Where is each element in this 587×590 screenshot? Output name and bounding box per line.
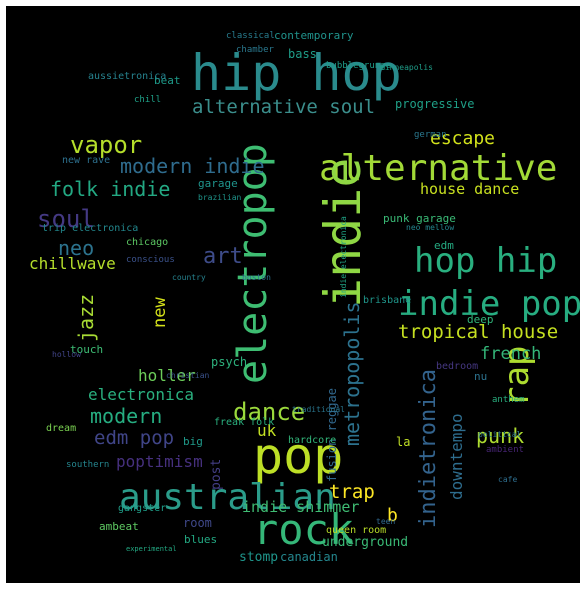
- word-jazz: jazz: [74, 293, 98, 342]
- word-queen-room: queen room: [326, 525, 387, 536]
- word-garage: garage: [198, 177, 238, 190]
- word-australian: australian: [119, 477, 336, 518]
- word-ambient: ambient: [486, 445, 524, 455]
- word-downtempo: downtempo: [447, 413, 466, 500]
- word-punk-garage: punk garage: [383, 212, 456, 225]
- word-experimental: experimental: [126, 545, 177, 553]
- word-punk: punk: [476, 424, 525, 448]
- word-metropopolis: metropopolis: [340, 301, 364, 447]
- word-indie-pop: indie pop: [398, 284, 580, 324]
- word-bass: bass: [288, 47, 317, 61]
- word-edm-pop: edm pop: [94, 427, 175, 449]
- word-nu: nu: [474, 370, 488, 383]
- word-bedroom: bedroom: [436, 361, 479, 372]
- word-boston: boston: [242, 273, 271, 282]
- word-contemporary: contemporary: [274, 29, 354, 42]
- word-hop-hip: hop hip: [414, 241, 558, 281]
- word-brazilian: brazilian: [198, 193, 242, 202]
- word-indie-shimmer: indie shimmer: [242, 498, 360, 516]
- word-soul: soul: [37, 205, 95, 233]
- word-fusion-reggae: fusion reggae: [325, 388, 339, 482]
- word-ambeat: ambeat: [99, 520, 139, 533]
- word-art: art: [203, 244, 243, 269]
- word-cloud-canvas: hip hop alternative soul alternative ind…: [6, 6, 580, 583]
- word-bubblegrunge: bubblegrunge: [326, 61, 392, 71]
- word-stomp: stomp: [239, 550, 279, 565]
- word-electropop: electropop: [230, 143, 276, 384]
- word-trap: trap: [329, 481, 375, 503]
- word-chill: chill: [134, 95, 162, 105]
- word-freak-folk: freak folk: [214, 417, 275, 428]
- word-edm: edm: [434, 239, 454, 252]
- word-touch: touch: [70, 343, 104, 356]
- word-underground: underground: [322, 535, 409, 550]
- word-chicago: chicago: [126, 237, 169, 248]
- word-deep: deep: [467, 313, 494, 326]
- word-trip-electronica: trip electronica: [42, 223, 139, 234]
- word-german: german: [414, 130, 447, 140]
- word-aussietronica: aussietronica: [88, 71, 167, 82]
- word-hollow: hollow: [52, 350, 81, 359]
- word-electronica: electronica: [88, 385, 194, 404]
- word-chamber: chamber: [236, 45, 274, 55]
- word-cafe: cafe: [498, 475, 518, 484]
- word-pop: pop: [253, 427, 344, 485]
- word-indietronica: indietronica: [416, 369, 441, 528]
- word-hardcore: hardcore: [288, 435, 337, 446]
- word-alternative-soul: alternative soul: [192, 96, 376, 118]
- word-conscious: conscious: [126, 255, 175, 265]
- word-big: big: [183, 435, 203, 448]
- word-southern: southern: [66, 460, 110, 470]
- word-post: post: [209, 458, 224, 490]
- word-uk: uk: [257, 421, 277, 440]
- word-chillwave: chillwave: [29, 254, 116, 273]
- word-progressive: progressive: [395, 97, 475, 111]
- word-dance: dance: [233, 398, 306, 426]
- word-folk-indie: folk indie: [50, 177, 171, 201]
- word-escape: escape: [430, 128, 496, 149]
- word-poptimism: poptimism: [116, 452, 203, 471]
- word-brisbane: brisbane: [363, 295, 412, 306]
- word-hip-hop: hip hop: [191, 44, 402, 102]
- word-modern-indie: modern indie: [120, 154, 265, 178]
- word-rock: rock: [253, 505, 355, 554]
- word-dream: dream: [46, 423, 77, 434]
- word-neo-mellow: neo mellow: [406, 223, 455, 232]
- word-b: b: [387, 505, 398, 526]
- word-political: political: [478, 430, 522, 439]
- word-french: french: [480, 344, 542, 364]
- word-new-rave: new rave: [62, 155, 111, 166]
- word-classical: classical: [226, 31, 275, 41]
- word-gangster: gangster: [118, 503, 167, 514]
- word-room: room: [183, 516, 212, 530]
- word-christian: christian: [166, 371, 210, 380]
- word-blues: blues: [184, 533, 218, 546]
- word-vapor: vapor: [70, 131, 143, 159]
- word-country: country: [172, 273, 206, 282]
- word-traditional: traditional: [292, 405, 345, 414]
- word-minneapolis: minneapolis: [380, 63, 433, 72]
- word-psych: psych: [211, 355, 248, 369]
- word-alternative: alternative: [319, 148, 558, 189]
- word-neo: neo: [58, 236, 95, 260]
- word-holler: holler: [138, 366, 196, 385]
- word-la: la: [396, 435, 411, 449]
- word-house-dance: house dance: [420, 180, 520, 198]
- word-beat: beat: [154, 74, 181, 87]
- word-new: new: [150, 297, 170, 328]
- word-modern: modern: [90, 404, 163, 428]
- word-anthem: anthem: [492, 395, 525, 405]
- word-teen: teen: [376, 517, 396, 526]
- word-tropical-house: tropical house: [398, 321, 559, 343]
- word-canadian: canadian: [280, 550, 338, 564]
- word-indie-electronica: indie electronica: [339, 216, 348, 298]
